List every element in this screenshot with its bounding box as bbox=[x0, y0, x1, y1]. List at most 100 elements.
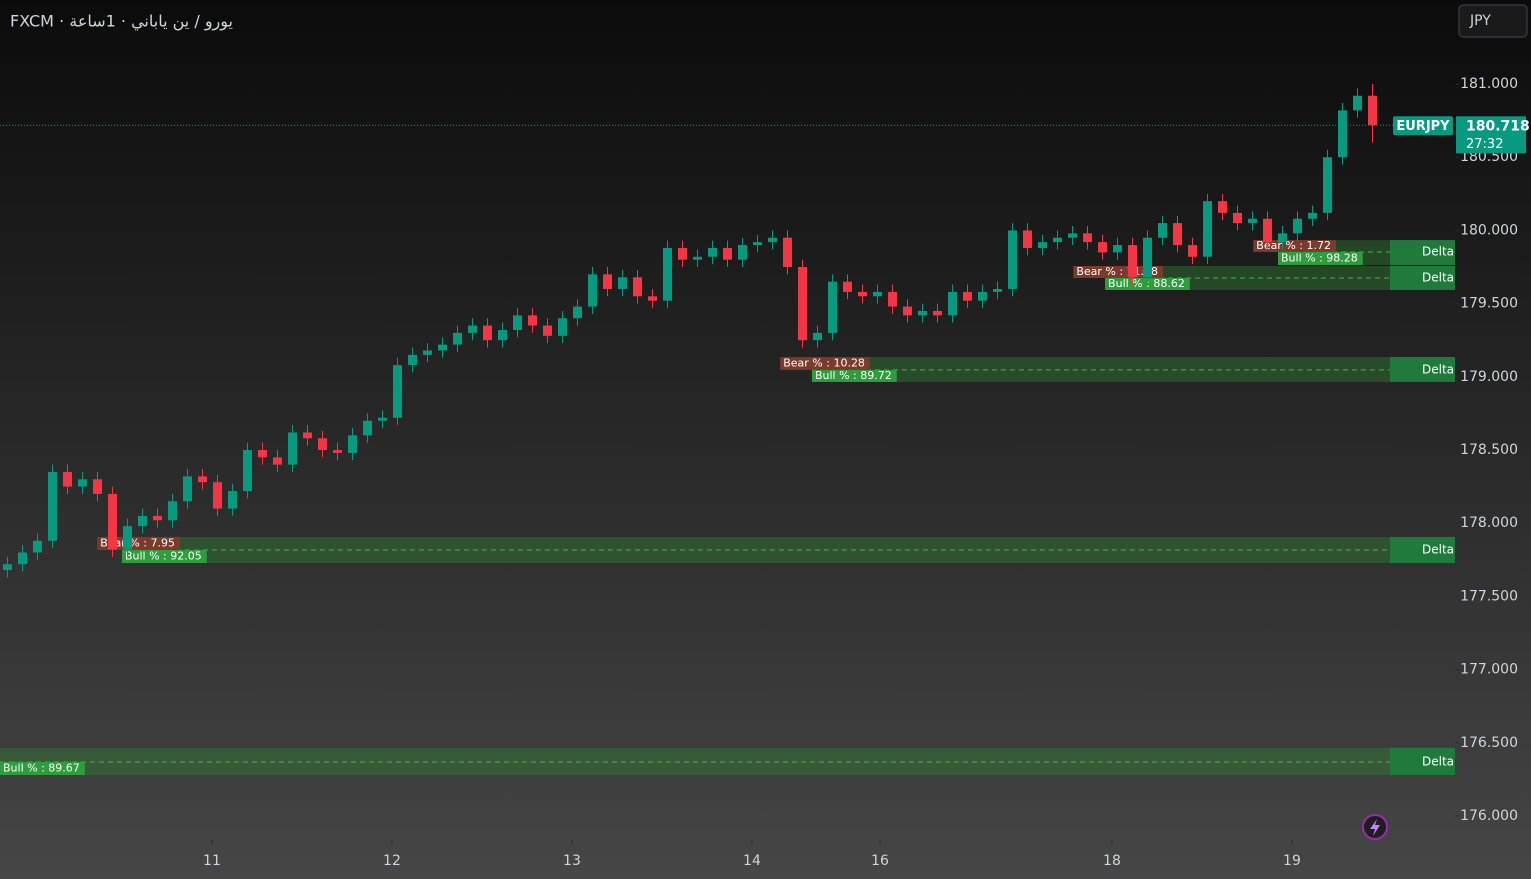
candle-body bbox=[1143, 237, 1152, 278]
candle-body bbox=[1173, 223, 1182, 246]
candle-body bbox=[183, 476, 192, 502]
x-tick-label: 16 bbox=[871, 853, 889, 869]
candle-body bbox=[1203, 201, 1212, 257]
x-tick-label: 12 bbox=[383, 853, 401, 869]
candle-body bbox=[483, 325, 492, 341]
candle-body bbox=[1053, 237, 1062, 243]
bear-label-box bbox=[780, 357, 870, 370]
candle-body bbox=[153, 515, 162, 521]
candle-body bbox=[1008, 230, 1017, 289]
candle-body bbox=[63, 471, 72, 487]
y-tick-label: 178.500 bbox=[1460, 442, 1518, 458]
candle-body bbox=[933, 310, 942, 316]
delta-label: Delta bbox=[1422, 244, 1454, 258]
chart-title: FXCM · يورو / ين ياباني · 1ساعة bbox=[10, 12, 233, 32]
candle-body bbox=[498, 329, 507, 341]
candle-body bbox=[423, 350, 432, 355]
candle-body bbox=[363, 420, 372, 436]
bear-label: Bear % : 11.38 bbox=[1076, 265, 1158, 278]
candle-body bbox=[168, 501, 177, 521]
candle-body bbox=[858, 291, 867, 297]
price-label: 180.718 bbox=[1466, 118, 1530, 134]
candle-body bbox=[288, 432, 297, 465]
candle-body bbox=[603, 274, 612, 289]
candle-body bbox=[1353, 95, 1362, 111]
symbol-tag bbox=[1393, 116, 1453, 136]
y-tick-label: 179.500 bbox=[1460, 296, 1518, 312]
candle-body bbox=[408, 354, 417, 366]
candle-body bbox=[393, 365, 402, 418]
candle-body bbox=[513, 315, 522, 330]
candle-body bbox=[138, 515, 147, 527]
countdown-label: 27:32 bbox=[1466, 137, 1503, 152]
candle-body bbox=[1308, 212, 1317, 219]
y-tick-label: 177.000 bbox=[1460, 662, 1518, 678]
candle-body bbox=[33, 540, 42, 553]
candle-body bbox=[1068, 233, 1077, 238]
candle-body bbox=[438, 344, 447, 351]
candle-body bbox=[573, 306, 582, 319]
symbol-label: EURJPY bbox=[1396, 119, 1450, 134]
candle-body bbox=[1368, 95, 1377, 126]
candle-body bbox=[3, 564, 12, 571]
candle-body bbox=[378, 417, 387, 421]
candle-body bbox=[1233, 212, 1242, 224]
delta-box bbox=[1390, 265, 1455, 291]
candle-body bbox=[108, 493, 117, 550]
bear-label-box bbox=[1253, 240, 1336, 252]
candle-body bbox=[648, 296, 657, 301]
candle-body bbox=[1293, 218, 1302, 234]
delta-box bbox=[1390, 536, 1455, 564]
candle-body bbox=[1278, 233, 1287, 243]
candle-body bbox=[1248, 218, 1257, 224]
bull-label: Bull % : 89.72 bbox=[815, 369, 892, 382]
candle-body bbox=[1038, 242, 1047, 248]
x-tick-label: 11 bbox=[203, 853, 221, 869]
candle-body bbox=[813, 332, 822, 341]
zone bbox=[0, 747, 1455, 776]
bull-label: Bull % : 98.28 bbox=[1281, 251, 1358, 264]
delta-label: Delta bbox=[1422, 270, 1454, 284]
x-tick-label: 13 bbox=[563, 853, 581, 869]
bull-label: Bull % : 88.62 bbox=[1108, 277, 1185, 290]
candle-body bbox=[273, 457, 282, 465]
candle-body bbox=[768, 237, 777, 243]
candle-body bbox=[1263, 218, 1272, 243]
candle-body bbox=[948, 291, 957, 316]
candle-body bbox=[558, 318, 567, 336]
x-tick-label: 18 bbox=[1103, 853, 1121, 869]
candle-body bbox=[678, 247, 687, 260]
delta-box bbox=[1390, 240, 1455, 265]
currency-button[interactable] bbox=[1458, 4, 1528, 38]
delta-box bbox=[1390, 747, 1455, 776]
alert-icon-bolt bbox=[1370, 819, 1380, 836]
candle-body bbox=[1158, 223, 1167, 238]
bull-label-box bbox=[811, 369, 897, 382]
x-tick-label: 19 bbox=[1283, 853, 1301, 869]
candle-body bbox=[828, 281, 837, 333]
candle-body bbox=[1083, 233, 1092, 243]
candle-body bbox=[1338, 110, 1347, 158]
candle-body bbox=[753, 242, 762, 246]
candle-body bbox=[693, 256, 702, 260]
price-tag bbox=[1456, 116, 1526, 154]
bull-label-box bbox=[121, 549, 207, 564]
bear-label-box bbox=[97, 536, 180, 550]
candle-body bbox=[918, 310, 927, 316]
candle-body bbox=[708, 247, 717, 257]
bear-label: Bear % : 7.95 bbox=[100, 536, 175, 549]
plot: 176.000 176.500 177.000 177.500 178.000 178.5… bbox=[0, 76, 1530, 869]
y-tick-label: 179.000 bbox=[1460, 369, 1518, 385]
candle-body bbox=[993, 288, 1002, 292]
candle-body bbox=[213, 482, 222, 509]
candle-body bbox=[453, 332, 462, 345]
bull-label-box bbox=[0, 761, 85, 776]
x-tick-label: 14 bbox=[743, 853, 761, 869]
y-tick-label: 176.500 bbox=[1460, 735, 1518, 751]
candle-body bbox=[798, 267, 807, 341]
currency-button-label[interactable]: JPY bbox=[1469, 13, 1491, 29]
delta-label: Delta bbox=[1422, 754, 1454, 768]
candle-body bbox=[963, 291, 972, 301]
candle-body bbox=[48, 471, 57, 541]
